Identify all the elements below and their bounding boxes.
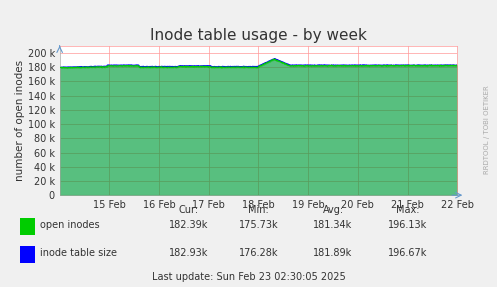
Title: Inode table usage - by week: Inode table usage - by week	[150, 28, 367, 43]
Bar	[20, 218, 35, 235]
Text: inode table size: inode table size	[40, 248, 117, 257]
Text: 176.28k: 176.28k	[239, 248, 278, 257]
Text: 182.93k: 182.93k	[169, 248, 209, 257]
Y-axis label: number of open inodes: number of open inodes	[15, 60, 25, 181]
Bar	[20, 246, 35, 263]
Text: 196.67k: 196.67k	[388, 248, 427, 257]
Text: Cur:: Cur:	[179, 205, 199, 215]
Text: 181.34k: 181.34k	[314, 220, 352, 230]
Text: RRDTOOL / TOBI OETIKER: RRDTOOL / TOBI OETIKER	[484, 85, 490, 174]
Text: 196.13k: 196.13k	[388, 220, 427, 230]
Text: Avg:: Avg:	[323, 205, 343, 215]
Text: open inodes: open inodes	[40, 220, 99, 230]
Text: Min:: Min:	[248, 205, 269, 215]
Text: 175.73k: 175.73k	[239, 220, 278, 230]
Text: 182.39k: 182.39k	[169, 220, 209, 230]
Text: Max:: Max:	[396, 205, 419, 215]
Text: 181.89k: 181.89k	[314, 248, 352, 257]
Text: Last update: Sun Feb 23 02:30:05 2025: Last update: Sun Feb 23 02:30:05 2025	[152, 272, 345, 282]
